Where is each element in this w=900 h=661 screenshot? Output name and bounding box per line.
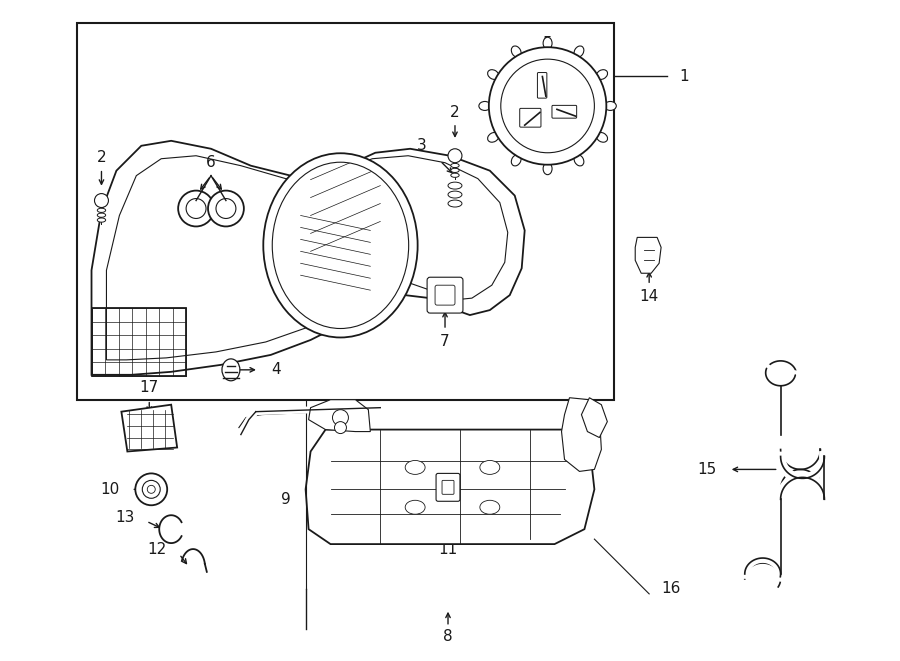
- FancyBboxPatch shape: [442, 481, 454, 494]
- Ellipse shape: [597, 69, 608, 79]
- Polygon shape: [562, 398, 601, 471]
- FancyBboxPatch shape: [519, 108, 541, 127]
- Ellipse shape: [405, 500, 425, 514]
- Polygon shape: [581, 398, 608, 438]
- Text: 7: 7: [440, 334, 450, 350]
- Text: 5: 5: [543, 36, 553, 51]
- Text: 15: 15: [698, 462, 717, 477]
- Circle shape: [148, 485, 155, 493]
- Circle shape: [448, 149, 462, 163]
- FancyBboxPatch shape: [428, 277, 463, 313]
- Text: 16: 16: [662, 582, 680, 596]
- Ellipse shape: [597, 132, 608, 142]
- Ellipse shape: [264, 153, 418, 338]
- Polygon shape: [309, 400, 370, 432]
- Circle shape: [186, 198, 206, 219]
- Ellipse shape: [448, 182, 462, 189]
- Ellipse shape: [97, 218, 105, 222]
- Bar: [76, 23, 615, 400]
- Text: 12: 12: [147, 541, 166, 557]
- Ellipse shape: [488, 132, 499, 142]
- FancyBboxPatch shape: [552, 105, 577, 118]
- Circle shape: [335, 422, 346, 434]
- Circle shape: [135, 473, 167, 505]
- Polygon shape: [122, 405, 177, 451]
- Text: 1: 1: [680, 69, 688, 83]
- Circle shape: [500, 59, 594, 153]
- Ellipse shape: [448, 191, 462, 198]
- Text: 13: 13: [115, 510, 134, 525]
- Circle shape: [94, 194, 108, 208]
- Ellipse shape: [448, 200, 462, 207]
- Circle shape: [489, 47, 607, 165]
- Text: 6: 6: [206, 155, 216, 171]
- Ellipse shape: [511, 46, 521, 58]
- Ellipse shape: [488, 69, 499, 79]
- Polygon shape: [106, 156, 508, 360]
- Text: 9: 9: [281, 492, 291, 507]
- Circle shape: [332, 410, 348, 426]
- Circle shape: [178, 190, 214, 227]
- Ellipse shape: [222, 359, 240, 381]
- Text: 4: 4: [271, 362, 281, 377]
- Text: 8: 8: [443, 629, 453, 644]
- Polygon shape: [635, 237, 662, 273]
- FancyBboxPatch shape: [435, 285, 455, 305]
- Text: 17: 17: [140, 380, 159, 395]
- Ellipse shape: [451, 169, 459, 173]
- Ellipse shape: [273, 162, 409, 329]
- Text: 2: 2: [450, 105, 460, 120]
- Ellipse shape: [97, 208, 105, 212]
- Ellipse shape: [543, 37, 552, 49]
- Ellipse shape: [604, 102, 617, 110]
- FancyBboxPatch shape: [537, 73, 547, 98]
- Ellipse shape: [451, 173, 459, 177]
- Text: 3: 3: [418, 138, 427, 153]
- Ellipse shape: [574, 155, 584, 166]
- Ellipse shape: [479, 102, 490, 110]
- Text: 11: 11: [438, 541, 457, 557]
- Circle shape: [142, 481, 160, 498]
- Polygon shape: [306, 430, 594, 544]
- Ellipse shape: [451, 163, 459, 168]
- Ellipse shape: [511, 155, 521, 166]
- Ellipse shape: [543, 163, 552, 175]
- Text: 14: 14: [640, 289, 659, 303]
- Polygon shape: [92, 141, 525, 375]
- Text: 2: 2: [96, 150, 106, 165]
- Ellipse shape: [480, 461, 500, 475]
- Ellipse shape: [405, 461, 425, 475]
- Text: 10: 10: [100, 482, 120, 497]
- Circle shape: [216, 198, 236, 219]
- Ellipse shape: [574, 46, 584, 58]
- FancyBboxPatch shape: [436, 473, 460, 501]
- Ellipse shape: [97, 213, 105, 217]
- Ellipse shape: [480, 500, 500, 514]
- Circle shape: [208, 190, 244, 227]
